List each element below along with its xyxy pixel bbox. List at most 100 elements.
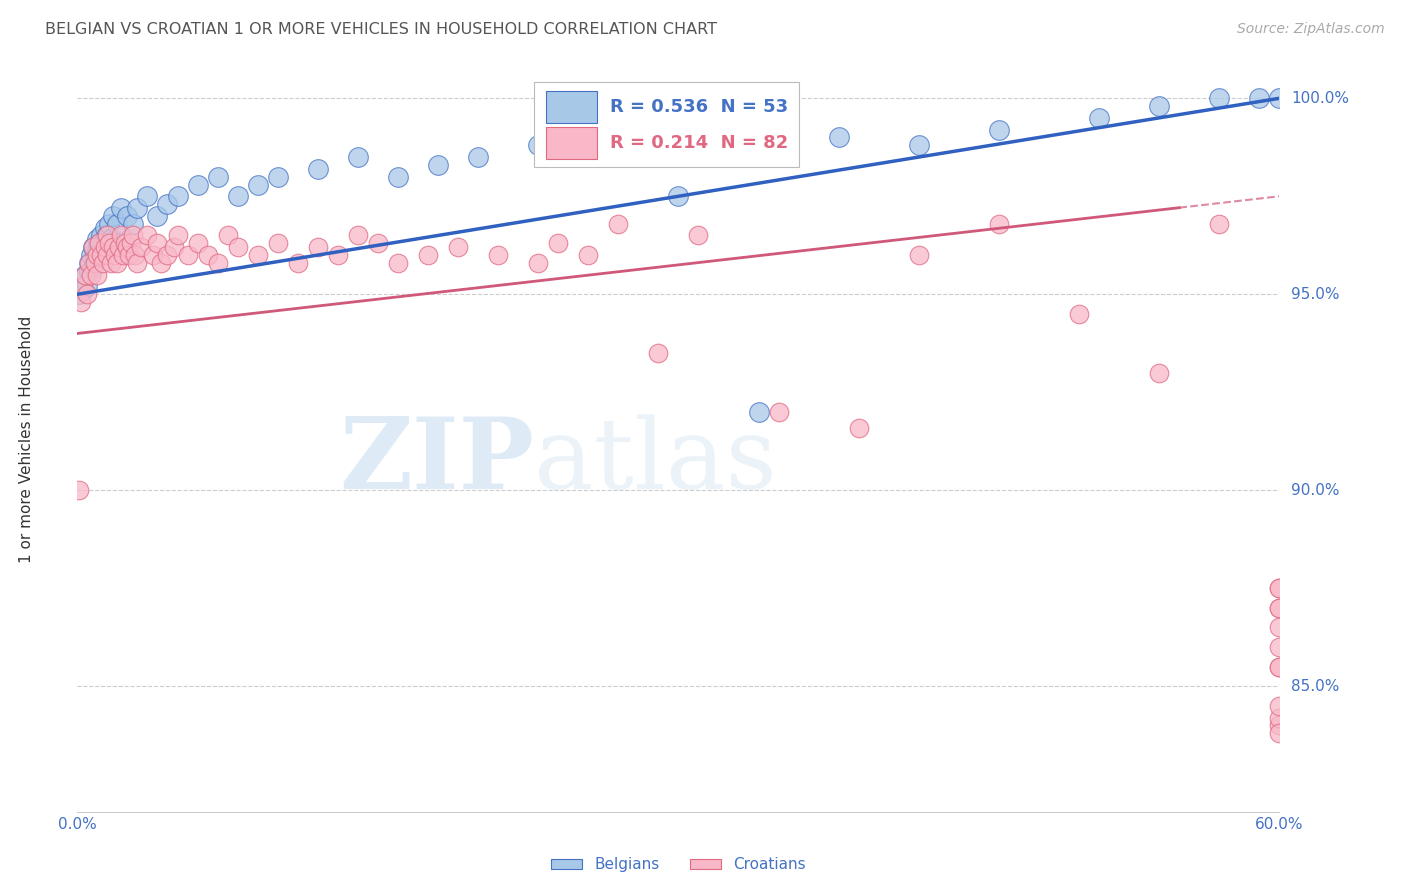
Point — [96, 248, 118, 262]
Point — [156, 248, 179, 262]
Point — [246, 248, 269, 262]
Point — [122, 217, 145, 231]
Point — [226, 240, 249, 254]
Point — [104, 248, 127, 262]
Point — [98, 236, 121, 251]
Point — [486, 248, 509, 262]
Point — [98, 217, 121, 231]
Point — [136, 189, 159, 203]
Point — [75, 268, 97, 282]
Point — [1268, 659, 1291, 673]
Text: 95.0%: 95.0% — [1292, 286, 1340, 301]
Point — [1069, 307, 1091, 321]
Point — [118, 248, 141, 262]
Point — [103, 240, 125, 254]
Point — [124, 248, 146, 262]
Point — [1268, 581, 1291, 595]
Point — [1268, 640, 1291, 654]
Point — [387, 256, 409, 270]
Point — [146, 236, 169, 251]
Point — [84, 256, 107, 270]
Point — [67, 483, 90, 498]
Point — [112, 248, 135, 262]
Point — [748, 405, 770, 419]
Point — [75, 268, 97, 282]
Point — [1088, 111, 1111, 125]
Point — [576, 248, 599, 262]
Point — [387, 169, 409, 184]
Point — [79, 256, 101, 270]
Point — [122, 228, 145, 243]
Point — [547, 236, 569, 251]
Text: BELGIAN VS CROATIAN 1 OR MORE VEHICLES IN HOUSEHOLD CORRELATION CHART: BELGIAN VS CROATIAN 1 OR MORE VEHICLES I… — [45, 22, 717, 37]
Point — [142, 248, 165, 262]
Point — [67, 287, 90, 301]
Point — [908, 138, 931, 153]
Point — [82, 260, 104, 274]
Point — [1208, 91, 1230, 105]
Point — [607, 217, 630, 231]
Point — [176, 248, 198, 262]
Point — [150, 256, 173, 270]
Point — [84, 252, 107, 266]
Point — [89, 236, 111, 251]
Point — [988, 122, 1011, 136]
Point — [79, 264, 101, 278]
Point — [107, 217, 129, 231]
Point — [110, 228, 132, 243]
Point — [131, 240, 153, 254]
Point — [86, 248, 108, 262]
Point — [162, 240, 184, 254]
Point — [72, 284, 94, 298]
Point — [110, 201, 132, 215]
Point — [70, 276, 93, 290]
Point — [668, 189, 690, 203]
Point — [1268, 581, 1291, 595]
Point — [146, 209, 169, 223]
Point — [1268, 620, 1291, 634]
Point — [848, 420, 870, 434]
Point — [127, 256, 149, 270]
Point — [1268, 659, 1291, 673]
Point — [197, 248, 219, 262]
Point — [93, 236, 115, 251]
Text: 1 or more Vehicles in Household: 1 or more Vehicles in Household — [20, 316, 34, 563]
Point — [768, 405, 790, 419]
Point — [186, 178, 209, 192]
Point — [416, 248, 439, 262]
Point — [89, 236, 111, 251]
Point — [96, 228, 118, 243]
Point — [347, 228, 370, 243]
Point — [114, 236, 136, 251]
Point — [527, 256, 550, 270]
Point — [107, 256, 129, 270]
Point — [347, 150, 370, 164]
Point — [246, 178, 269, 192]
Point — [94, 220, 117, 235]
Point — [447, 240, 470, 254]
Point — [828, 130, 851, 145]
Point — [226, 189, 249, 203]
Point — [527, 138, 550, 153]
Text: 100.0%: 100.0% — [1292, 91, 1350, 106]
Point — [287, 256, 309, 270]
Point — [82, 240, 104, 254]
Point — [72, 279, 94, 293]
Point — [207, 256, 229, 270]
Point — [117, 240, 139, 254]
FancyBboxPatch shape — [534, 82, 799, 168]
Point — [688, 228, 710, 243]
Point — [100, 256, 122, 270]
Point — [80, 248, 103, 262]
Text: 90.0%: 90.0% — [1292, 483, 1340, 498]
Point — [82, 240, 104, 254]
Point — [1268, 600, 1291, 615]
Point — [90, 228, 112, 243]
Point — [156, 197, 179, 211]
Text: R = 0.214  N = 82: R = 0.214 N = 82 — [610, 134, 789, 152]
FancyBboxPatch shape — [546, 92, 596, 123]
Point — [467, 150, 489, 164]
Point — [588, 150, 610, 164]
Text: atlas: atlas — [534, 414, 778, 509]
Point — [1268, 698, 1291, 713]
